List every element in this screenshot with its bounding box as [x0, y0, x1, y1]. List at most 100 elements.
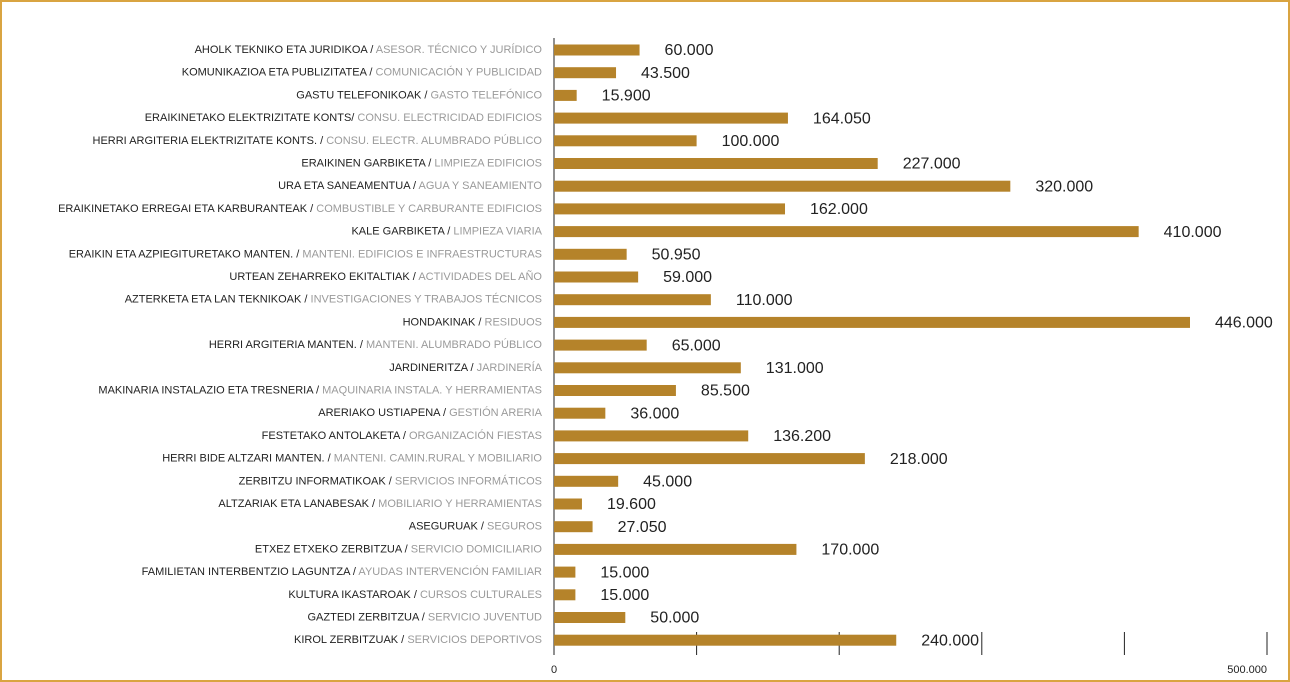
bar [554, 589, 576, 601]
category-label: FAMILIETAN INTERBENTZIO LAGUNTZA / AYUDA… [142, 565, 542, 578]
category-es: ACTIVIDADES DEL AÑO [418, 270, 542, 283]
bar [554, 271, 639, 283]
category-eu: AZTERKETA ETA LAN TEKNIKOAK / [125, 294, 309, 306]
category-label: ARERIAKO USTIAPENA / GESTIÓN ARERIA [318, 406, 542, 419]
data-label: 131.000 [766, 360, 824, 377]
category-es: JARDINERÍA [477, 361, 543, 374]
data-label: 50.950 [652, 247, 701, 264]
data-label: 60.000 [665, 42, 714, 59]
category-eu: GASTU TELEFONIKOAK / [296, 89, 428, 101]
category-eu: ERAIKINEN GARBIKETA / [301, 157, 432, 169]
category-es: SERVICIO DOMICILIARIO [411, 543, 543, 555]
category-eu: MAKINARIA INSTALAZIO ETA TRESNERIA / [98, 384, 320, 396]
category-eu: HERRI ARGITERIA ELEKTRIZITATE KONTS. / [93, 135, 325, 147]
bar [554, 112, 788, 124]
data-label: 164.050 [813, 110, 871, 127]
data-label: 27.050 [618, 519, 667, 536]
category-es: SEGUROS [487, 521, 542, 533]
data-label: 110.000 [736, 292, 793, 309]
bar [554, 612, 626, 623]
category-eu: AHOLK TEKNIKO ETA JURIDIKOA / [195, 44, 375, 56]
category-es: MOBILIARIO Y HERRAMIENTAS [378, 498, 542, 510]
category-label: GAZTEDI ZERBITZUA / SERVICIO JUVENTUD [308, 611, 543, 623]
category-es: AGUA Y SANEAMIENTO [419, 180, 543, 192]
x-tick-label: 0 [551, 664, 557, 676]
x-tick-label: 500.000 [1227, 664, 1267, 676]
category-label: ERAIKINETAKO ERREGAI ETA KARBURANTEAK / … [58, 203, 542, 215]
bar [554, 566, 576, 578]
category-es: INVESTIGACIONES Y TRABAJOS TÉCNICOS [311, 293, 542, 306]
category-es: COMUNICACIÓN Y PUBLICIDAD [376, 66, 543, 79]
bar [554, 158, 878, 169]
category-eu: ASEGURUAK / [409, 521, 485, 533]
category-label: FESTETAKO ANTOLAKETA / ORGANIZACIÓN FIES… [262, 429, 542, 442]
category-eu: ARERIAKO USTIAPENA / [318, 407, 447, 419]
category-es: CURSOS CULTURALES [420, 589, 542, 601]
bar [554, 521, 593, 533]
data-label: 15.900 [602, 88, 651, 105]
category-es: MANTENI. ALUMBRADO PÚBLICO [366, 338, 542, 351]
category-eu: URA ETA SANEAMENTUA / [278, 180, 417, 192]
category-es: COMBUSTIBLE Y CARBURANTE EDIFICIOS [316, 203, 542, 215]
category-es: SERVICIOS INFORMÁTICOS [395, 474, 542, 487]
category-eu: FAMILIETAN INTERBENTZIO LAGUNTZA / [142, 566, 357, 578]
category-es: GASTO TELEFÓNICO [431, 88, 543, 101]
category-label: ASEGURUAK / SEGUROS [409, 521, 542, 533]
category-es: MANTENI. CAMIN.RURAL Y MOBILIARIO [334, 453, 543, 465]
category-eu: ETXEZ ETXEKO ZERBITZUA / [255, 543, 409, 555]
category-eu: ZERBITZU INFORMATIKOAK / [239, 475, 393, 487]
category-eu: FESTETAKO ANTOLAKETA / [262, 430, 407, 442]
bar [554, 407, 606, 419]
category-label: ERAIKIN ETA AZPIEGITURETAKO MANTEN. / MA… [69, 248, 542, 260]
bar [554, 294, 711, 306]
category-label: HERRI ARGITERIA ELEKTRIZITATE KONTS. / C… [93, 134, 543, 147]
category-es: ORGANIZACIÓN FIESTAS [409, 429, 542, 442]
category-es: ASESOR. TÉCNICO Y JURÍDICO [376, 43, 543, 56]
category-label: GASTU TELEFONIKOAK / GASTO TELEFÓNICO [296, 88, 542, 101]
category-es: AYUDAS INTERVENCIÓN FAMILIAR [358, 565, 542, 578]
bar [554, 316, 1190, 328]
bar [554, 180, 1011, 192]
category-es: LIMPIEZA EDIFICIOS [434, 157, 542, 169]
data-label: 36.000 [630, 405, 679, 422]
bar [554, 543, 797, 555]
category-es: MAQUINARIA INSTALA. Y HERRAMIENTAS [322, 384, 542, 396]
category-es: RESIDUOS [485, 316, 542, 328]
category-es: CONSU. ELECTRICIDAD EDIFICIOS [357, 112, 542, 124]
category-es: MANTENI. EDIFICIOS E INFRAESTRUCTURAS [302, 248, 542, 260]
category-label: ERAIKINETAKO ELEKTRIZITATE KONTS/ CONSU.… [145, 112, 542, 124]
category-es: CONSU. ELECTR. ALUMBRADO PÚBLICO [326, 134, 542, 147]
category-es: LIMPIEZA VIARIA [453, 226, 542, 238]
category-eu: ALTZARIAK ETA LANABESAK / [218, 498, 376, 510]
bar [554, 339, 647, 351]
bar [554, 203, 786, 215]
category-es: GESTIÓN ARERIA [449, 406, 543, 419]
category-eu: HERRI BIDE ALTZARI MANTEN. / [162, 453, 331, 465]
bar [554, 634, 897, 646]
bar [554, 135, 697, 147]
category-label: HERRI BIDE ALTZARI MANTEN. / MANTENI. CA… [162, 453, 542, 465]
category-eu: URTEAN ZEHARREKO EKITALTIAK / [229, 271, 416, 283]
bar [554, 44, 640, 56]
category-eu: HONDAKINAK / [403, 316, 483, 328]
category-label: ALTZARIAK ETA LANABESAK / MOBILIARIO Y H… [218, 498, 542, 510]
category-es: SERVICIOS DEPORTIVOS [407, 634, 542, 646]
data-label: 136.200 [773, 428, 831, 445]
bar [554, 430, 749, 442]
category-label: JARDINERITZA / JARDINERÍA [389, 361, 542, 374]
category-eu: KALE GARBIKETA / [351, 226, 451, 238]
category-eu: HERRI ARGITERIA MANTEN. / [209, 339, 364, 351]
bar [554, 498, 582, 510]
data-label: 218.000 [890, 451, 948, 468]
category-label: ETXEZ ETXEKO ZERBITZUA / SERVICIO DOMICI… [255, 543, 543, 555]
data-label: 85.500 [701, 383, 750, 400]
data-label: 15.000 [600, 587, 649, 604]
data-label: 19.600 [607, 496, 656, 513]
data-label: 170.000 [821, 542, 879, 559]
data-label: 15.000 [600, 564, 649, 581]
data-label: 240.000 [921, 632, 979, 649]
category-label: ZERBITZU INFORMATIKOAK / SERVICIOS INFOR… [239, 474, 542, 487]
data-label: 227.000 [903, 156, 961, 173]
